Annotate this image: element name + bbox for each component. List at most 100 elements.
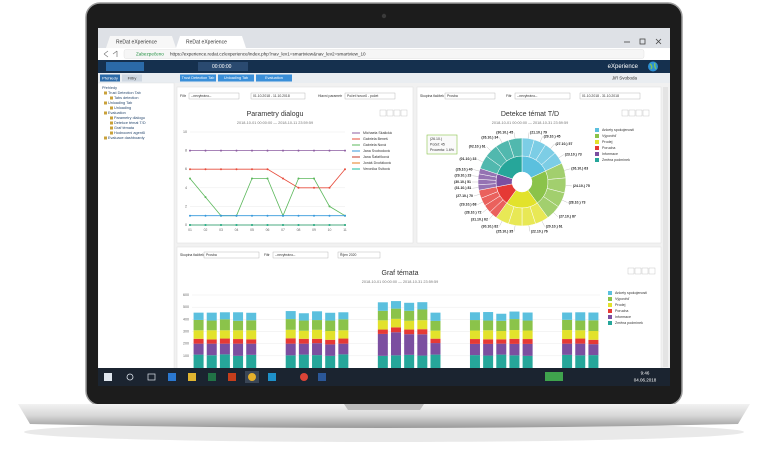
bar-segment[interactable] [338,312,349,320]
bar-segment[interactable] [522,339,533,344]
sidebar-item[interactable]: Trust Detection Tab [108,91,141,95]
bar-segment[interactable] [193,319,204,331]
bar-segment[interactable] [206,339,217,344]
app-icon[interactable] [208,373,216,381]
bar-segment[interactable] [219,319,230,331]
bar-segment[interactable] [588,320,599,332]
bar-segment[interactable] [404,354,415,368]
app-icon[interactable] [168,373,176,381]
bar-segment[interactable] [522,355,533,368]
bar-segment[interactable] [285,329,296,339]
panel-button[interactable] [628,109,636,117]
panel-button[interactable] [648,267,656,275]
address-bar[interactable] [123,49,645,59]
bar-segment[interactable] [233,312,244,321]
app-icon[interactable] [318,373,326,381]
bar-segment[interactable] [390,327,402,333]
select[interactable] [514,92,571,100]
bar-segment[interactable] [312,329,323,339]
bar-segment[interactable] [509,319,520,331]
bar-segment[interactable] [483,339,494,344]
bar-segment[interactable] [496,313,507,321]
side-tab[interactable] [122,74,142,82]
bar-segment[interactable] [206,320,217,331]
bar-segment[interactable] [562,343,573,355]
bar-segment[interactable] [575,320,586,331]
select[interactable] [579,92,641,100]
bar-segment[interactable] [338,319,349,331]
bar-segment[interactable] [496,354,507,368]
bar-segment[interactable] [469,330,480,340]
taskview-icon[interactable] [147,373,156,381]
bar-segment[interactable] [417,309,428,321]
bar-segment[interactable] [193,354,204,368]
sunburst-outer-slice[interactable] [508,137,523,158]
panel-button[interactable] [634,267,642,275]
browser-tab[interactable] [106,36,176,48]
bar-segment[interactable] [562,339,573,344]
bar-segment[interactable] [219,343,230,355]
bar-segment[interactable] [285,355,296,368]
bar-segment[interactable] [233,320,244,331]
bar-segment[interactable] [377,302,388,311]
bar-segment[interactable] [496,331,507,340]
select[interactable] [250,92,306,100]
bar-segment[interactable] [285,311,296,320]
bar-segment[interactable] [390,308,402,319]
select[interactable] [344,92,396,100]
bar-segment[interactable] [338,330,349,339]
bar-segment[interactable] [575,330,586,339]
bar-segment[interactable] [575,355,586,368]
bar-segment[interactable] [377,329,388,334]
bar-segment[interactable] [404,329,415,335]
bar-segment[interactable] [430,320,441,331]
bar-segment[interactable] [312,355,323,368]
bar-segment[interactable] [193,312,204,320]
bar-segment[interactable] [390,355,402,368]
bar-segment[interactable] [298,338,309,344]
app-tab[interactable] [218,74,254,82]
bar-segment[interactable] [496,339,507,344]
bar-segment[interactable] [562,319,573,331]
panel-button[interactable] [627,267,635,275]
app-tab[interactable] [180,74,216,82]
bar-segment[interactable] [338,354,349,368]
bar-segment[interactable] [233,330,244,340]
panel-button[interactable] [400,109,408,117]
bar-segment[interactable] [298,354,309,368]
maximize-icon[interactable] [639,38,646,45]
bar-segment[interactable] [430,338,441,344]
bar-segment[interactable] [483,355,494,368]
bar-segment[interactable] [285,319,296,330]
bar-segment[interactable] [325,312,336,321]
bar-segment[interactable] [233,339,244,344]
side-tab[interactable] [100,74,120,82]
bar-segment[interactable] [377,333,388,356]
nav-icons[interactable] [103,50,118,58]
bar-segment[interactable] [312,311,323,321]
bar-segment[interactable] [430,330,441,339]
bar-segment[interactable] [325,339,336,345]
bar-segment[interactable] [483,320,494,331]
bar-segment[interactable] [404,302,415,311]
start-button[interactable] [104,373,112,381]
bar-segment[interactable] [483,312,494,321]
bar-segment[interactable] [298,343,309,355]
bar-segment[interactable] [575,343,586,356]
bar-segment[interactable] [377,320,388,330]
panel-button[interactable] [379,109,387,117]
bar-segment[interactable] [193,330,204,339]
bar-segment[interactable] [562,330,573,340]
bar-segment[interactable] [219,338,230,344]
bar-segment[interactable] [206,343,217,356]
app-icon[interactable] [268,373,276,381]
select[interactable] [337,251,381,259]
bar-segment[interactable] [338,338,349,344]
sidebar-item[interactable]: Graf témata [114,126,135,130]
sidebar-item[interactable]: Přehledy [102,86,117,90]
bar-segment[interactable] [417,329,428,335]
bar-segment[interactable] [483,343,494,356]
bar-segment[interactable] [233,343,244,356]
bar-segment[interactable] [390,332,402,356]
bar-segment[interactable] [285,338,296,344]
